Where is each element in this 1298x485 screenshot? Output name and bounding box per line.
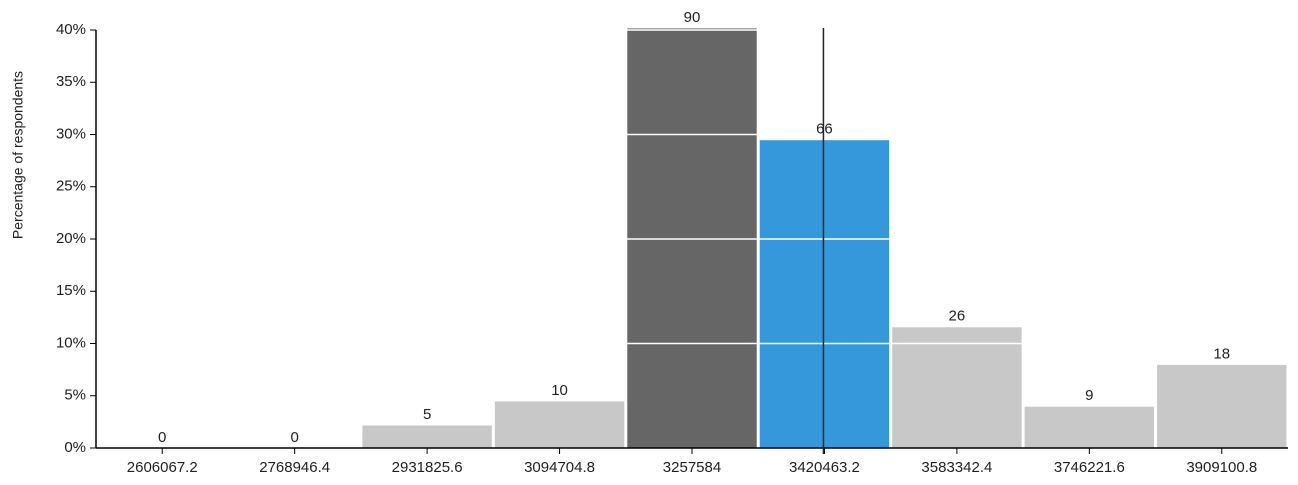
x-tick-label: 3909100.8: [1186, 459, 1257, 476]
bar: [758, 139, 891, 449]
y-tick-label: 0%: [64, 439, 86, 456]
bar: [1156, 363, 1288, 449]
count-label: 0: [290, 429, 298, 446]
count-label: 90: [684, 9, 701, 26]
y-tick-label: 20%: [56, 230, 86, 247]
bar: [891, 326, 1023, 449]
count-label: 9: [1085, 387, 1093, 404]
bar: [493, 400, 626, 449]
y-tick-label: 5%: [64, 387, 86, 404]
count-label: 0: [158, 429, 166, 446]
y-tick-label: 25%: [56, 178, 86, 195]
y-tick-label: 10%: [56, 334, 86, 351]
x-tick-label: 3746221.6: [1054, 459, 1125, 476]
x-tick-label: 2931825.6: [392, 459, 463, 476]
x-tick-label: 2768946.4: [259, 459, 330, 476]
y-axis-label: Percentage of respondents: [10, 71, 26, 239]
x-tick-label: 3583342.4: [921, 459, 992, 476]
y-tick-label: 35%: [56, 73, 86, 90]
x-tick-label: 3420463.2: [789, 459, 860, 476]
count-label: 5: [423, 406, 431, 423]
y-tick-label: 15%: [56, 282, 86, 299]
bar: [626, 27, 758, 449]
bar: [361, 424, 493, 449]
y-tick-label: 30%: [56, 125, 86, 142]
y-tick-label: 40%: [56, 21, 86, 38]
bar: [1023, 405, 1156, 449]
x-tick-label: 3257584: [663, 459, 721, 476]
count-label: 18: [1213, 345, 1230, 362]
count-label: 26: [949, 308, 966, 325]
count-label: 10: [551, 382, 568, 399]
x-tick-label: 2606067.2: [127, 459, 198, 476]
x-tick-label: 3094704.8: [524, 459, 595, 476]
count-label: 66: [816, 121, 833, 138]
